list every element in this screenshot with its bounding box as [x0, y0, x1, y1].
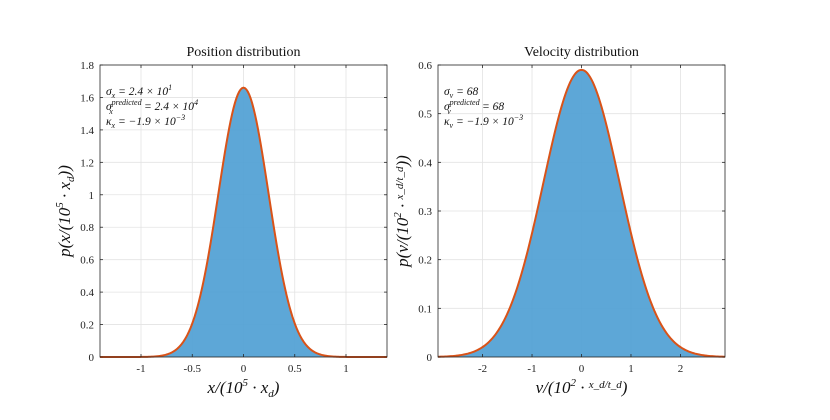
x-tick-label: -0.5 — [184, 363, 202, 375]
fit-curve — [437, 68, 726, 358]
y-tick-label: 1.2 — [80, 157, 94, 169]
x-tick-label: -1 — [527, 363, 536, 375]
x-axis-label: x/(105 · xd) — [207, 377, 280, 400]
chart-title: Position distribution — [187, 45, 301, 60]
y-tick-label: 0.8 — [80, 222, 94, 234]
x-tick-label: 0 — [579, 363, 585, 375]
y-tick-label: 0.6 — [418, 60, 432, 72]
x-tick-label: -2 — [478, 363, 487, 375]
chart-position: -1 -0.5 0 0.5 1 0 0.2 0.4 0.6 0.8 1 1.2 1.4 1.6 1.8 Pos… — [54, 45, 388, 400]
chart-velocity: -2 -1 0 1 2 0 0.1 0.2 0.3 0.4 0.5 0.6 Velocity distr… — [392, 45, 726, 397]
y-tick-label: 1.6 — [80, 92, 94, 104]
x-tick-label: 0 — [241, 363, 247, 375]
histogram-area — [100, 87, 387, 358]
x-tick-label: 1 — [628, 363, 634, 375]
chart-title: Velocity distribution — [524, 45, 639, 60]
y-tick-label: 0.2 — [418, 255, 432, 267]
x-tick-label: 0.5 — [288, 363, 302, 375]
y-tick-label: 0.6 — [80, 255, 94, 267]
x-axis-label: v/(102 · x_d/t_d) — [536, 377, 628, 397]
x-tick-label: -1 — [136, 363, 145, 375]
y-tick-label: 0 — [89, 352, 95, 364]
y-tick-label: 0.4 — [80, 287, 94, 299]
y-axis-label: p(x/(105 · xd)) — [54, 165, 77, 258]
x-tick-label: 2 — [678, 363, 684, 375]
y-tick-label: 0.5 — [418, 109, 432, 121]
stat-annotation: σx = 2.4 × 101 — [106, 83, 172, 100]
y-axis-label: p(v/(102 · x_d/t_d)) — [392, 155, 412, 268]
stat-annotation: κv = −1.9 × 10−3 — [444, 113, 523, 130]
histogram-area — [438, 69, 725, 358]
y-tick-label: 1.8 — [80, 60, 94, 72]
y-tick-label: 0.1 — [418, 303, 432, 315]
y-tick-label: 1 — [89, 190, 95, 202]
y-tick-label: 0.4 — [418, 157, 432, 169]
y-tick-label: 1.4 — [80, 125, 94, 137]
y-tick-label: 0.2 — [80, 320, 94, 332]
y-tick-label: 0 — [427, 352, 433, 364]
y-tick-label: 0.3 — [418, 206, 432, 218]
x-tick-label: 1 — [343, 363, 349, 375]
stat-annotation: σv = 68 — [444, 86, 478, 100]
stat-annotation: κx = −1.9 × 10−3 — [106, 113, 185, 130]
